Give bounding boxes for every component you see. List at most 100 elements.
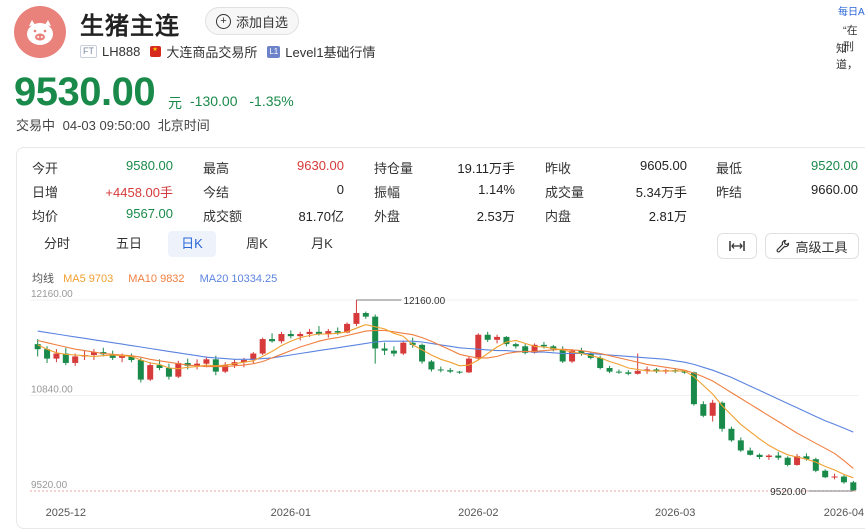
candle-body: [803, 456, 810, 460]
tab-五日[interactable]: 五日: [115, 236, 142, 251]
side-news-line: “在刑: [843, 25, 858, 53]
x-tick-label: 2026-03: [655, 507, 695, 519]
x-tick-label: 2025-12: [46, 507, 86, 519]
tab-分时[interactable]: 分时: [43, 236, 70, 251]
stat-value: 9630.00: [297, 158, 344, 173]
x-tick-label: 2026-04: [824, 507, 864, 519]
candle-body: [550, 346, 557, 350]
candle-body: [747, 450, 754, 455]
stat-value: 9567.00: [126, 206, 173, 221]
candle-body: [297, 334, 304, 337]
stat-label: 昨结: [716, 185, 743, 200]
stat-value: +4458.00手: [105, 185, 173, 200]
stat-value: 1.14%: [478, 182, 515, 197]
candle-body: [822, 470, 829, 478]
candle-body: [353, 313, 360, 324]
candle-body: [240, 360, 247, 363]
candle-body: [765, 455, 772, 457]
ma5-line: [37, 324, 854, 479]
candle-body: [840, 476, 847, 483]
candle-body: [90, 352, 97, 355]
candle-body: [503, 336, 510, 345]
candle-body: [812, 459, 819, 471]
stat-value: 0: [336, 182, 344, 197]
candle-body: [62, 353, 69, 363]
side-news-title[interactable]: 每日A: [838, 7, 865, 18]
candle-body: [597, 357, 604, 369]
candle-body: [512, 344, 519, 347]
ma20-line: [37, 330, 854, 433]
stat-label: 日增: [32, 185, 59, 200]
candle-body: [334, 331, 341, 333]
stat-label: 均价: [32, 209, 59, 224]
level-name: Level1基础行情: [285, 45, 376, 60]
stat-value: 5.34万手: [635, 185, 687, 200]
fullscreen-button[interactable]: [717, 233, 757, 259]
y-tick-label: 12160.00: [31, 289, 73, 300]
stat-label: 最高: [203, 161, 230, 176]
level1-icon: L1: [267, 45, 281, 58]
candle-body: [109, 354, 116, 358]
candle-body: [756, 454, 763, 457]
add-watchlist-button[interactable]: + 添加自选: [205, 7, 300, 35]
stat-label: 最低: [716, 161, 743, 176]
price-change: -130.00 -1.35%: [190, 93, 294, 109]
candle-body: [44, 349, 51, 359]
candle-body: [381, 348, 388, 351]
min-marker-label: 9520.00: [770, 487, 807, 498]
candle-body: [531, 344, 538, 353]
candle-body: [184, 362, 191, 366]
candle-body: [53, 353, 60, 359]
candle-body: [269, 339, 276, 342]
status-timezone: 北京时间: [157, 118, 210, 133]
candle-body: [390, 350, 397, 354]
candle-body: [794, 456, 801, 465]
advanced-tools-button[interactable]: 高级工具: [765, 233, 859, 259]
candle-body: [634, 370, 641, 374]
side-news-line: 知道，: [836, 43, 858, 71]
change-percent: -1.35%: [249, 93, 294, 109]
max-marker-label: 12160.00: [403, 296, 445, 307]
candle-body: [278, 334, 285, 342]
candle-body: [475, 334, 482, 359]
candle-body: [719, 402, 726, 429]
china-flag-icon: ★: [150, 46, 162, 57]
y-tick-label: 10840.00: [31, 385, 73, 396]
candle-body: [147, 365, 154, 380]
pig-logo: [14, 6, 66, 58]
tab-周K[interactable]: 周K: [246, 236, 268, 251]
y-tick-label: 9520.00: [31, 480, 68, 491]
status-time: 04-03 09:50:00: [62, 118, 151, 133]
status-text: 交易中: [16, 118, 56, 133]
candle-body: [137, 360, 144, 380]
stat-label: 振幅: [374, 185, 401, 200]
tab-日K[interactable]: 日K: [168, 231, 216, 257]
candle-body: [728, 428, 735, 441]
expand-horizontal-icon: [729, 241, 745, 251]
candle-body: [156, 365, 163, 369]
candle-body: [119, 355, 126, 358]
ma10-value: MA10 9832: [128, 273, 185, 285]
instrument-meta: FT LH888 ★ 大连商品交易所 L1 Level1基础行情: [80, 42, 376, 61]
candle-body: [522, 346, 529, 353]
stat-label: 成交量: [545, 185, 585, 200]
pig-icon: [27, 20, 53, 45]
candle-body: [615, 371, 622, 373]
candlestick-chart[interactable]: 12160.00 10840.00 9520.00 2025-12 2026-01 202…: [0, 285, 865, 521]
candle-body: [344, 323, 351, 333]
candle-body: [775, 455, 782, 458]
candle-body: [250, 353, 257, 361]
instrument-code: LH888: [102, 44, 141, 59]
candle-body: [315, 331, 322, 335]
x-tick-label: 2026-01: [271, 507, 311, 519]
ma-legend-label: 均线: [32, 273, 54, 285]
tab-月K[interactable]: 月K: [311, 236, 333, 251]
stat-label: 持仓量: [374, 161, 414, 176]
candle-body: [400, 342, 407, 354]
stat-label: 昨收: [545, 161, 572, 176]
candle-body: [34, 344, 41, 350]
candle-body: [203, 359, 210, 364]
exchange-name: 大连商品交易所: [166, 45, 258, 60]
x-tick-label: 2026-02: [458, 507, 498, 519]
candle-body: [700, 404, 707, 416]
